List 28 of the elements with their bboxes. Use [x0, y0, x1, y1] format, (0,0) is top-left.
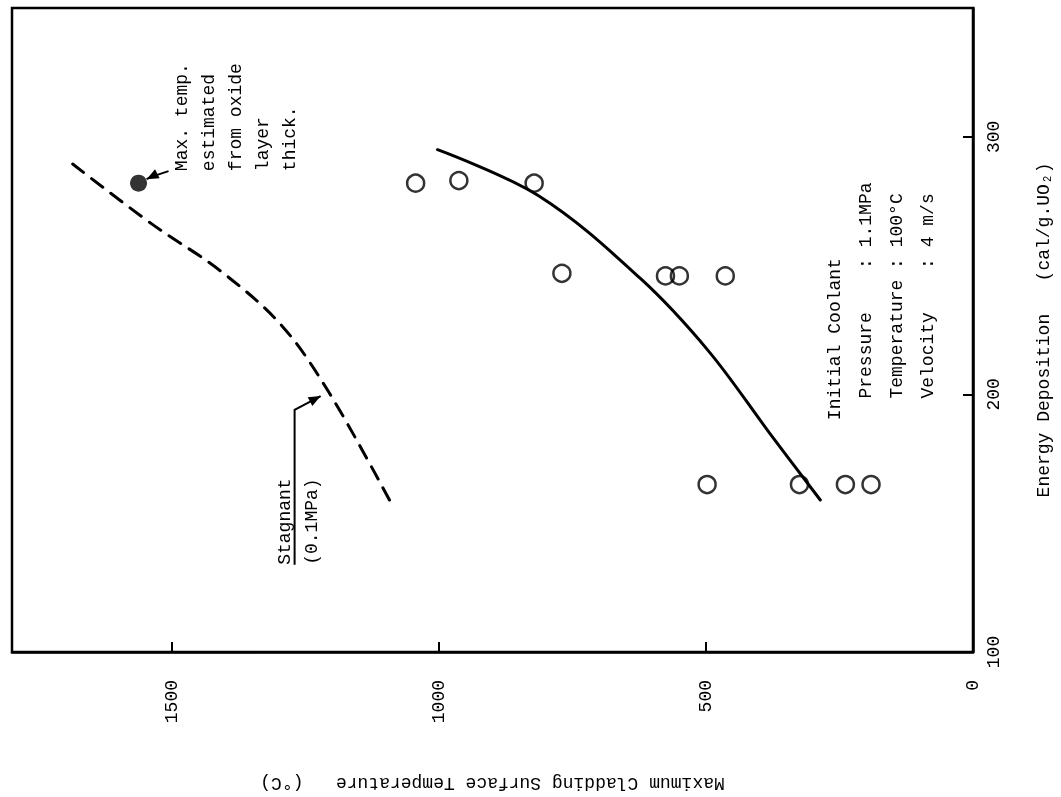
x-axis-title: Maximum Cladding Surface Temperature (°C)	[260, 773, 725, 793]
y-axis-title: Energy Deposition (cal/g.UO₂)	[1034, 162, 1054, 498]
point	[715, 266, 736, 286]
x-tick-label: 0	[963, 680, 983, 691]
point	[655, 266, 676, 286]
point	[552, 263, 572, 284]
y-tick-label: 300	[984, 120, 1004, 153]
point	[669, 266, 690, 286]
point	[524, 173, 544, 193]
annotation: Temperature : 100°C	[886, 193, 907, 421]
y-tick-label: 200	[984, 378, 1004, 411]
annotation: Pressure : 1.1MPa	[855, 182, 876, 421]
annotation: Initial Coolant	[824, 258, 845, 421]
point	[449, 170, 469, 191]
annotation: Max. temp. estimated from oxide layer thick.	[172, 63, 301, 172]
x-tick-label: 1000	[429, 680, 450, 724]
point	[405, 173, 426, 193]
line-series	[436, 148, 822, 502]
point	[861, 474, 881, 495]
point	[835, 474, 856, 495]
point	[789, 474, 810, 495]
x-tick-label: 500	[696, 680, 717, 713]
point	[697, 474, 717, 495]
point	[130, 174, 148, 192]
x-tick-label: 1500	[162, 680, 183, 724]
y-tick-label: 100	[984, 635, 1004, 669]
annotation: Stagnant (0.1MPa)	[275, 478, 323, 565]
annotation: Velocity : 4 m/s	[917, 193, 938, 421]
